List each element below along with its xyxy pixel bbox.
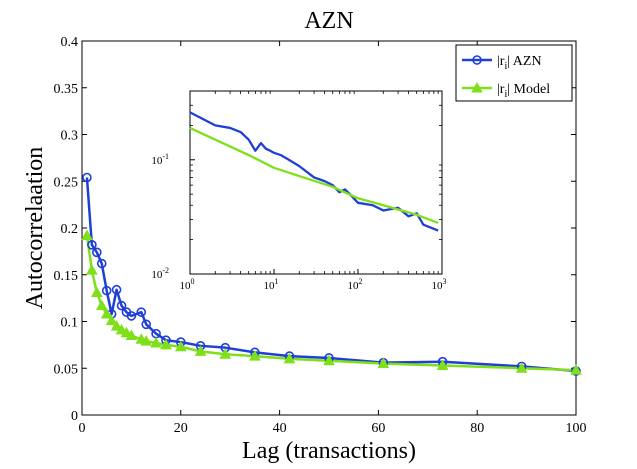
- inset-x-tick-label: 102: [348, 277, 363, 292]
- data-point-model: [100, 307, 113, 319]
- data-point-model: [219, 348, 232, 359]
- data-point-azn: [126, 311, 137, 321]
- legend-label-model: |ri| Model: [497, 82, 550, 100]
- data-point-model: [140, 335, 153, 346]
- inset-axis-ticks: 100 101 102 103 10-2 10-1: [151, 90, 447, 292]
- data-point-azn: [96, 258, 107, 269]
- data-point-model: [125, 329, 138, 341]
- x-tick-label: 100: [566, 421, 587, 436]
- data-point-model: [105, 314, 118, 326]
- x-tick-label: 40: [273, 421, 287, 436]
- data-point-azn: [82, 172, 92, 183]
- x-axis-label: Lag (transactions): [242, 438, 416, 464]
- data-point-model: [86, 264, 98, 275]
- data-point-model: [570, 364, 582, 375]
- legend-marker-model: [471, 81, 483, 93]
- data-point-model: [160, 338, 172, 350]
- data-point-azn: [116, 300, 127, 311]
- y-tick-label: 0.15: [54, 269, 79, 284]
- y-tick-label: 0.25: [54, 175, 79, 190]
- legend-label-azn: |ri| AZN: [497, 54, 542, 72]
- y-axis-label: Autocorrelaation: [22, 147, 48, 310]
- data-point-model: [323, 354, 335, 366]
- inset-x-tick-label: 101: [264, 277, 279, 292]
- data-point-model: [90, 286, 103, 298]
- data-point-azn: [111, 284, 122, 295]
- y-tick-label: 0.3: [61, 129, 79, 144]
- data-point-model: [515, 362, 528, 373]
- x-tick-label: 20: [174, 421, 188, 436]
- legend-marker-azn: [472, 55, 482, 65]
- inset-series-line-1: [189, 126, 439, 224]
- inset-x-tick-label: 103: [432, 277, 447, 292]
- chart-title: AZN: [304, 8, 353, 34]
- inset-x-tick-label: 100: [180, 277, 195, 292]
- y-tick-label: 0.2: [61, 222, 79, 237]
- data-point-model: [81, 229, 93, 240]
- inset-y-tick-label: 10-2: [151, 266, 169, 281]
- data-point-azn: [141, 319, 152, 330]
- inset-series-group: [189, 111, 439, 232]
- data-point-model: [150, 336, 162, 348]
- data-point-model: [436, 359, 449, 370]
- data-point-azn: [87, 240, 97, 250]
- inset-y-tick-label: 10-1: [151, 152, 169, 167]
- main-axis-ticks: 0 20 40 60 80 100 0 0.05 0.1 0.15 0.2 0.25 0.3 0.35 0.…: [54, 35, 587, 436]
- data-point-azn: [92, 247, 102, 258]
- data-point-model: [283, 352, 296, 364]
- data-point-model: [174, 340, 187, 352]
- legend: |ri| AZN |ri| Model: [455, 44, 573, 102]
- x-tick-label: 0: [79, 421, 86, 436]
- y-tick-label: 0.1: [61, 316, 79, 331]
- y-tick-label: 0: [71, 409, 78, 424]
- y-tick-label: 0.35: [54, 82, 79, 97]
- data-point-model: [110, 320, 123, 331]
- data-point-model: [377, 357, 390, 369]
- data-point-azn: [136, 307, 147, 317]
- main-series-group: [81, 172, 582, 376]
- data-point-model: [194, 345, 207, 356]
- data-point-model: [249, 350, 261, 361]
- y-tick-label: 0.4: [61, 35, 79, 50]
- x-tick-label: 60: [371, 421, 385, 436]
- data-point-azn: [101, 285, 112, 296]
- data-point-model: [95, 299, 108, 311]
- y-tick-label: 0.05: [54, 362, 79, 377]
- x-tick-label: 80: [470, 421, 484, 436]
